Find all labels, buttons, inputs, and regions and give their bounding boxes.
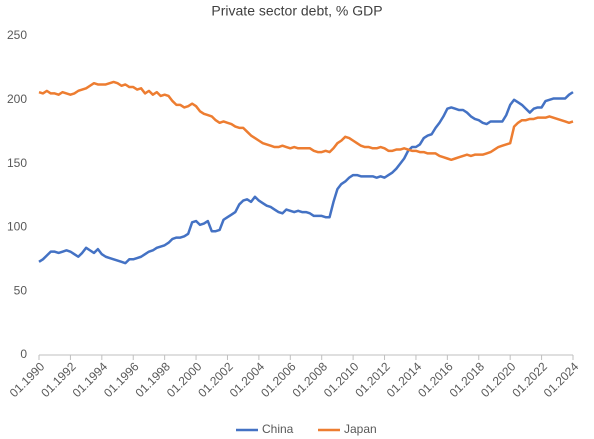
y-tick-label: 200	[7, 92, 27, 106]
y-tick-label: 250	[7, 28, 27, 42]
x-tick-label: 01.2024	[541, 359, 582, 400]
y-tick-label: 0	[20, 347, 27, 361]
y-tick-label: 100	[7, 220, 27, 234]
y-tick-label: 150	[7, 156, 27, 170]
chart-title: Private sector debt, % GDP	[211, 3, 382, 19]
line-series	[38, 91, 574, 265]
legend-label: China	[262, 422, 294, 436]
y-tick-label: 50	[14, 283, 28, 297]
line-series	[38, 80, 574, 162]
legend-label: Japan	[344, 422, 377, 436]
